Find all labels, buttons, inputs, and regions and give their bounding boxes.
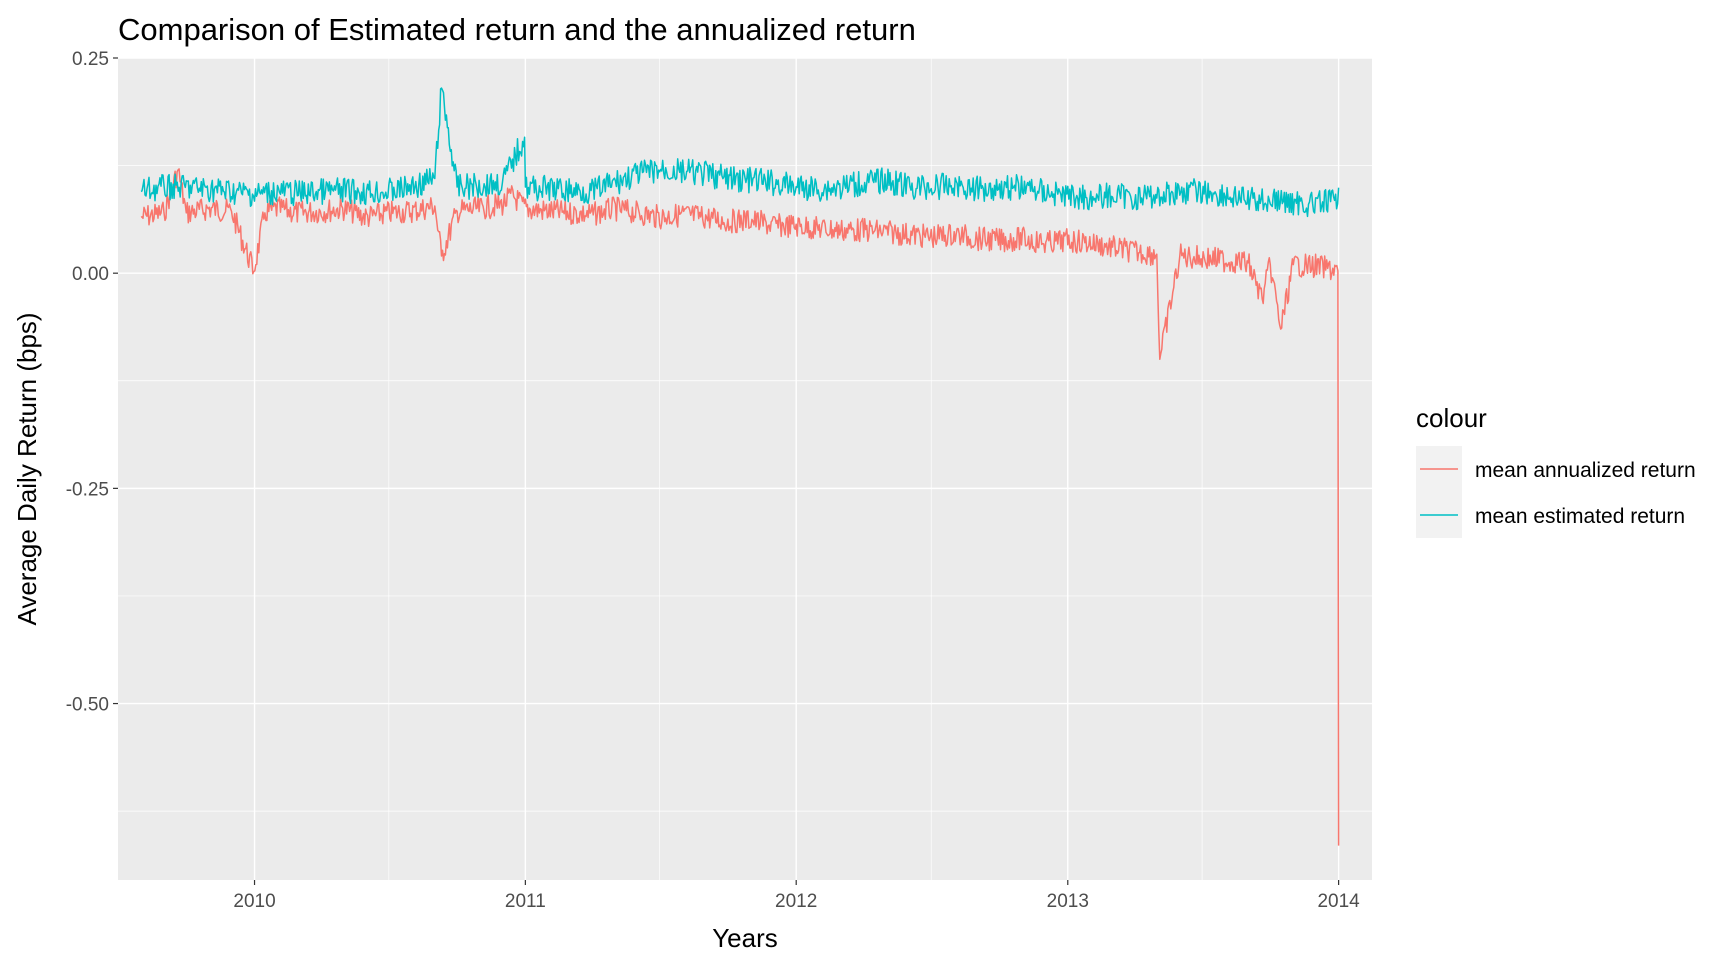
legend-label-annualized: mean annualized return [1475,459,1696,482]
x-tick-label: 2011 [505,891,546,912]
legend-title: colour [1416,403,1487,433]
series-line-annualized [140,168,1340,846]
y-tick-label: -0.50 [66,695,109,716]
y-tick-label: 0.25 [72,49,109,70]
x-axis-title: Years [712,923,778,953]
x-tick-label: 2013 [1047,891,1089,912]
x-tick-label: 2010 [233,891,275,912]
legend: colour mean annualized return mean estim… [1416,403,1696,538]
x-axis: 2010 2011 2012 2013 2014 [233,880,1360,912]
y-tick-label: 0.00 [72,264,109,285]
chart-title: Comparison of Estimated return and the a… [118,12,916,47]
y-tick-label: -0.25 [66,479,109,500]
y-axis: 0.25 0.00 -0.25 -0.50 [66,49,118,716]
legend-label-estimated: mean estimated return [1475,505,1685,528]
series-line-estimated [140,87,1340,218]
y-axis-title: Average Daily Return (bps) [12,312,42,625]
x-tick-label: 2012 [775,891,817,912]
x-tick-label: 2014 [1317,891,1360,912]
series-layer [140,87,1340,846]
